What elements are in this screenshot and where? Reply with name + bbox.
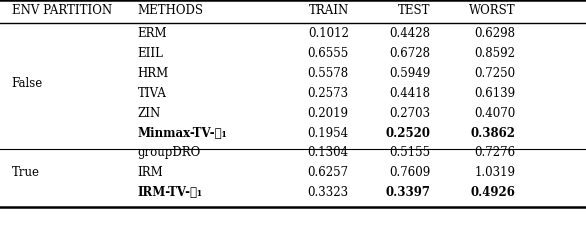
Text: IRM: IRM [138, 166, 163, 179]
Text: 0.2703: 0.2703 [390, 107, 431, 120]
Text: 0.3323: 0.3323 [308, 186, 349, 199]
Text: 0.2573: 0.2573 [308, 87, 349, 100]
Text: 0.7276: 0.7276 [475, 146, 516, 159]
Text: True: True [12, 166, 40, 179]
Text: False: False [12, 77, 43, 90]
Text: ERM: ERM [138, 27, 168, 40]
Text: 0.6298: 0.6298 [475, 27, 516, 40]
Text: 0.5155: 0.5155 [390, 146, 431, 159]
Text: Minmax-TV-ℓ₁: Minmax-TV-ℓ₁ [138, 127, 227, 140]
Text: 0.4926: 0.4926 [471, 186, 516, 199]
Text: 0.6139: 0.6139 [475, 87, 516, 100]
Text: 0.6728: 0.6728 [390, 47, 431, 60]
Text: 0.7250: 0.7250 [475, 67, 516, 80]
Text: 0.5949: 0.5949 [390, 67, 431, 80]
Text: 0.4070: 0.4070 [475, 107, 516, 120]
Text: WORST: WORST [469, 4, 516, 17]
Text: 0.6555: 0.6555 [308, 47, 349, 60]
Text: 0.4418: 0.4418 [390, 87, 431, 100]
Text: 0.1304: 0.1304 [308, 146, 349, 159]
Text: 0.4428: 0.4428 [390, 27, 431, 40]
Text: TRAIN: TRAIN [308, 4, 349, 17]
Text: EIIL: EIIL [138, 47, 163, 60]
Text: IRM-TV-ℓ₁: IRM-TV-ℓ₁ [138, 186, 203, 199]
Text: ENV PARTITION: ENV PARTITION [12, 4, 112, 17]
Text: TIVA: TIVA [138, 87, 166, 100]
Text: TEST: TEST [398, 4, 431, 17]
Text: 1.0319: 1.0319 [475, 166, 516, 179]
Text: 0.3862: 0.3862 [471, 127, 516, 140]
Text: groupDRO: groupDRO [138, 146, 201, 159]
Text: ZIN: ZIN [138, 107, 161, 120]
Text: 0.3397: 0.3397 [386, 186, 431, 199]
Text: 0.2520: 0.2520 [386, 127, 431, 140]
Text: 0.1012: 0.1012 [308, 27, 349, 40]
Text: HRM: HRM [138, 67, 169, 80]
Text: 0.7609: 0.7609 [390, 166, 431, 179]
Text: 0.8592: 0.8592 [475, 47, 516, 60]
Text: 0.5578: 0.5578 [308, 67, 349, 80]
Text: METHODS: METHODS [138, 4, 204, 17]
Text: 0.6257: 0.6257 [308, 166, 349, 179]
Text: 0.2019: 0.2019 [308, 107, 349, 120]
Text: 0.1954: 0.1954 [308, 127, 349, 140]
